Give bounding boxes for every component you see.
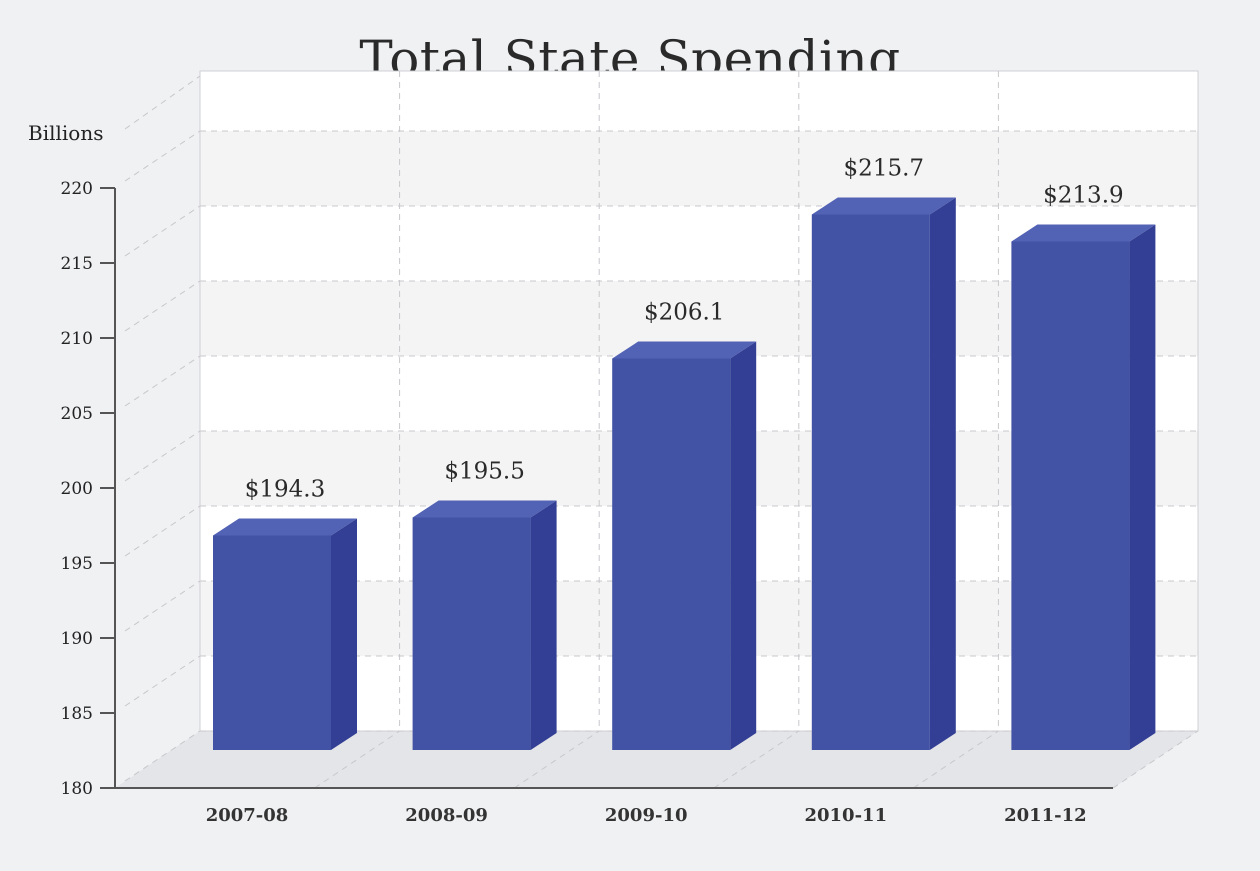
gridline-diag bbox=[124, 75, 201, 130]
bar-front bbox=[1011, 241, 1130, 750]
bar bbox=[213, 518, 357, 750]
y-tick-label: 220 bbox=[61, 179, 93, 199]
y-tick-label: 210 bbox=[61, 329, 93, 349]
bar-value-label: $206.1 bbox=[644, 300, 724, 326]
gridline-diag bbox=[124, 505, 201, 557]
y-tick-label: 185 bbox=[61, 704, 93, 724]
bar bbox=[612, 341, 757, 750]
bar-side bbox=[331, 518, 357, 750]
bar-front bbox=[811, 214, 930, 750]
bars bbox=[213, 197, 1156, 750]
bar-top bbox=[612, 341, 757, 359]
y-tick-label: 200 bbox=[61, 479, 93, 499]
bar-side bbox=[530, 500, 557, 750]
x-axis: 2007-08 2008-09 2009-10 2010-11 2011-12 bbox=[206, 805, 1087, 826]
bar bbox=[412, 500, 557, 750]
gridline-diag bbox=[124, 130, 201, 182]
gridline-diag bbox=[124, 430, 201, 482]
bar-value-label: $215.7 bbox=[844, 156, 924, 182]
bar-front bbox=[612, 358, 731, 750]
bar-front bbox=[412, 517, 531, 750]
y-tick-label: 195 bbox=[61, 554, 93, 574]
x-tick-label: 2008-09 bbox=[405, 805, 488, 826]
back-wall-band bbox=[200, 131, 1198, 206]
gridline-diag bbox=[124, 580, 201, 632]
bar-top bbox=[1011, 224, 1156, 242]
x-tick-label: 2009-10 bbox=[605, 805, 688, 826]
y-tick-label: 215 bbox=[61, 254, 93, 274]
bar-front bbox=[213, 535, 331, 750]
bar-top bbox=[213, 518, 357, 536]
gridline-diag bbox=[124, 655, 201, 707]
bar-value-label: $194.3 bbox=[245, 477, 325, 503]
y-tick-label: 205 bbox=[61, 404, 93, 424]
bar-value-label: $195.5 bbox=[444, 459, 524, 485]
bar-side bbox=[730, 341, 757, 750]
bar-top bbox=[412, 500, 557, 518]
bar-side bbox=[1129, 224, 1156, 750]
bar bbox=[811, 197, 956, 750]
gridline-diag bbox=[124, 730, 201, 782]
y-axis-label: Billions bbox=[28, 121, 103, 145]
x-tick-label: 2011-12 bbox=[1004, 805, 1087, 826]
x-tick-label: 2010-11 bbox=[804, 805, 887, 826]
gridline-diag bbox=[124, 280, 201, 332]
bar-value-label: $213.9 bbox=[1043, 183, 1123, 209]
bar-side bbox=[929, 197, 956, 750]
y-tick-label: 190 bbox=[61, 629, 93, 649]
gridline-diag bbox=[124, 205, 201, 257]
x-tick-label: 2007-08 bbox=[206, 805, 289, 826]
bar-top bbox=[811, 197, 956, 215]
bar bbox=[1011, 224, 1156, 750]
back-wall-top bbox=[200, 71, 1198, 131]
y-axis: 180 185 190 195 200 205 210 215 220 bbox=[61, 179, 1113, 799]
y-tick-label: 180 bbox=[61, 779, 93, 799]
data-labels: $194.3 $195.5 $206.1 $215.7 $213.9 bbox=[245, 156, 1124, 503]
gridline-diag bbox=[124, 355, 201, 407]
